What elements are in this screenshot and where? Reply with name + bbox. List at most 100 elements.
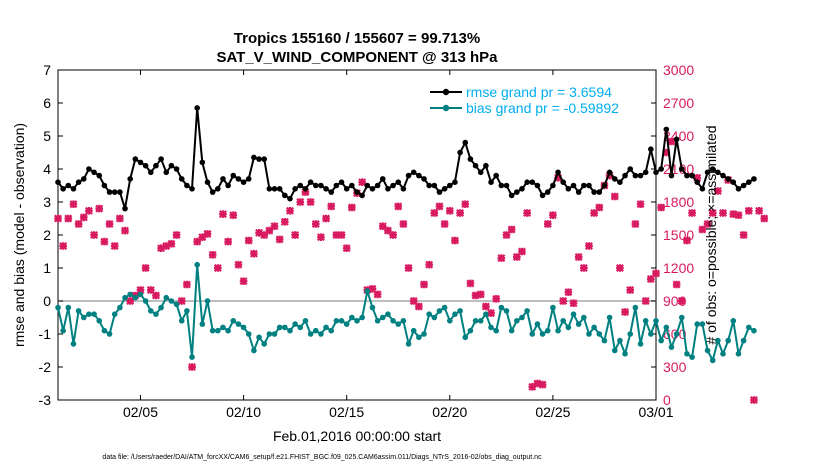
bias-point xyxy=(519,314,525,321)
obs-assimilated-point xyxy=(574,253,583,261)
bias-point xyxy=(312,327,319,334)
chart-title: Tropics 155160 / 155607 = 99.713% xyxy=(234,30,480,47)
y-tick-label-left: -1 xyxy=(39,326,52,342)
rmse-point xyxy=(416,172,422,179)
rmse-point xyxy=(163,169,170,176)
bias-point xyxy=(60,327,66,334)
obs-assimilated-point xyxy=(100,237,109,246)
obs-assimilated-point xyxy=(182,280,191,289)
rmse-point xyxy=(472,162,479,169)
bias-point xyxy=(735,351,742,357)
obs-assimilated-point xyxy=(615,264,624,272)
bias-point xyxy=(287,327,293,334)
rmse-point xyxy=(137,159,144,166)
rmse-point xyxy=(642,169,649,176)
bias-point xyxy=(565,324,572,331)
bias-point xyxy=(493,327,499,334)
obs-assimilated-point xyxy=(641,297,650,305)
plot-area xyxy=(57,69,657,401)
chart-subtitle: SAT_V_WIND_COMPONENT @ 313 hPa xyxy=(216,49,498,66)
rmse-point xyxy=(715,169,721,176)
obs-assimilated-series xyxy=(54,137,769,404)
bias-point xyxy=(374,318,381,324)
obs-assimilated-point xyxy=(610,192,619,201)
rmse-point xyxy=(539,192,546,199)
bias-point xyxy=(751,327,757,334)
obs-assimilated-point xyxy=(110,242,119,250)
legend-rmse-marker xyxy=(442,88,450,96)
obs-assimilated-point xyxy=(517,247,526,256)
obs-assimilated-point xyxy=(507,225,516,234)
bias-point xyxy=(648,331,654,337)
rmse-point xyxy=(596,189,603,195)
rmse-point xyxy=(199,159,206,166)
rmse-point xyxy=(745,179,752,185)
bias-point xyxy=(209,327,216,334)
bias-point xyxy=(70,341,77,347)
rmse-point xyxy=(601,182,608,189)
rmse-point xyxy=(678,166,685,172)
bias-point xyxy=(477,318,484,324)
rmse-point xyxy=(410,169,417,176)
obs-assimilated-point xyxy=(383,226,392,235)
y-tick-label-left: 7 xyxy=(43,62,51,78)
obs-assimilated-point xyxy=(213,264,222,272)
bias-line xyxy=(57,263,755,362)
obs-assimilated-point xyxy=(693,173,702,182)
rmse-point xyxy=(75,179,82,185)
obs-assimilated-point xyxy=(368,284,377,293)
rmse-series xyxy=(55,105,757,212)
rmse-point xyxy=(493,172,499,179)
bias-point xyxy=(251,347,257,354)
bias-point xyxy=(457,308,463,314)
rmse-point xyxy=(173,166,180,172)
bias-point xyxy=(359,314,365,321)
bias-point xyxy=(354,318,360,324)
bias-point xyxy=(570,311,577,318)
bias-point xyxy=(581,314,587,321)
obs-assimilated-point xyxy=(306,198,315,206)
bias-point xyxy=(323,324,329,331)
obs-assimilated-point xyxy=(332,231,341,239)
obs-assimilated-point xyxy=(399,220,408,228)
bias-point xyxy=(364,288,371,294)
bias-point xyxy=(642,318,649,324)
rmse-point xyxy=(405,172,412,179)
rmse-point xyxy=(245,176,252,182)
rmse-point xyxy=(111,189,118,195)
obs-assimilated-point xyxy=(497,254,506,263)
bias-point xyxy=(333,318,340,324)
bias-point xyxy=(704,347,711,354)
rmse-point xyxy=(694,179,701,185)
x-axis: 02/05 02/10 02/15 02/20 02/25 03/01 xyxy=(123,70,674,420)
obs-assimilated-point xyxy=(311,220,320,228)
obs-assimilated-point xyxy=(337,231,346,239)
obs-assimilated-point xyxy=(450,236,459,245)
obs-assimilated-point xyxy=(327,202,336,211)
x-tick-label: 02/25 xyxy=(535,404,570,420)
rmse-point xyxy=(637,172,644,179)
obs-assimilated-point xyxy=(430,209,439,217)
y-tick-label-right: 0 xyxy=(663,392,671,408)
rmse-point xyxy=(338,179,345,185)
rmse-point xyxy=(581,182,587,189)
obs-assimilated-point xyxy=(672,280,681,289)
data-file-footnote: data file: /Users/raeder/DAI/ATM_forcXX/… xyxy=(102,454,542,461)
obs-assimilated-point xyxy=(121,226,129,235)
rmse-point xyxy=(153,162,159,169)
rmse-point xyxy=(117,189,123,195)
obs-assimilated-point xyxy=(481,302,490,311)
rmse-point xyxy=(446,182,453,189)
rmse-point xyxy=(431,182,438,189)
obs-assimilated-point xyxy=(585,242,593,250)
rmse-point xyxy=(194,105,200,111)
bias-point xyxy=(606,314,613,321)
rmse-point xyxy=(514,189,520,195)
obs-assimilated-point xyxy=(322,214,331,223)
bias-point xyxy=(369,304,376,311)
obs-assimilated-point xyxy=(435,202,444,211)
obs-assimilated-point xyxy=(84,206,93,215)
rmse-point xyxy=(132,156,139,162)
bias-point xyxy=(431,314,438,321)
y-tick-label-left: -2 xyxy=(39,359,52,375)
